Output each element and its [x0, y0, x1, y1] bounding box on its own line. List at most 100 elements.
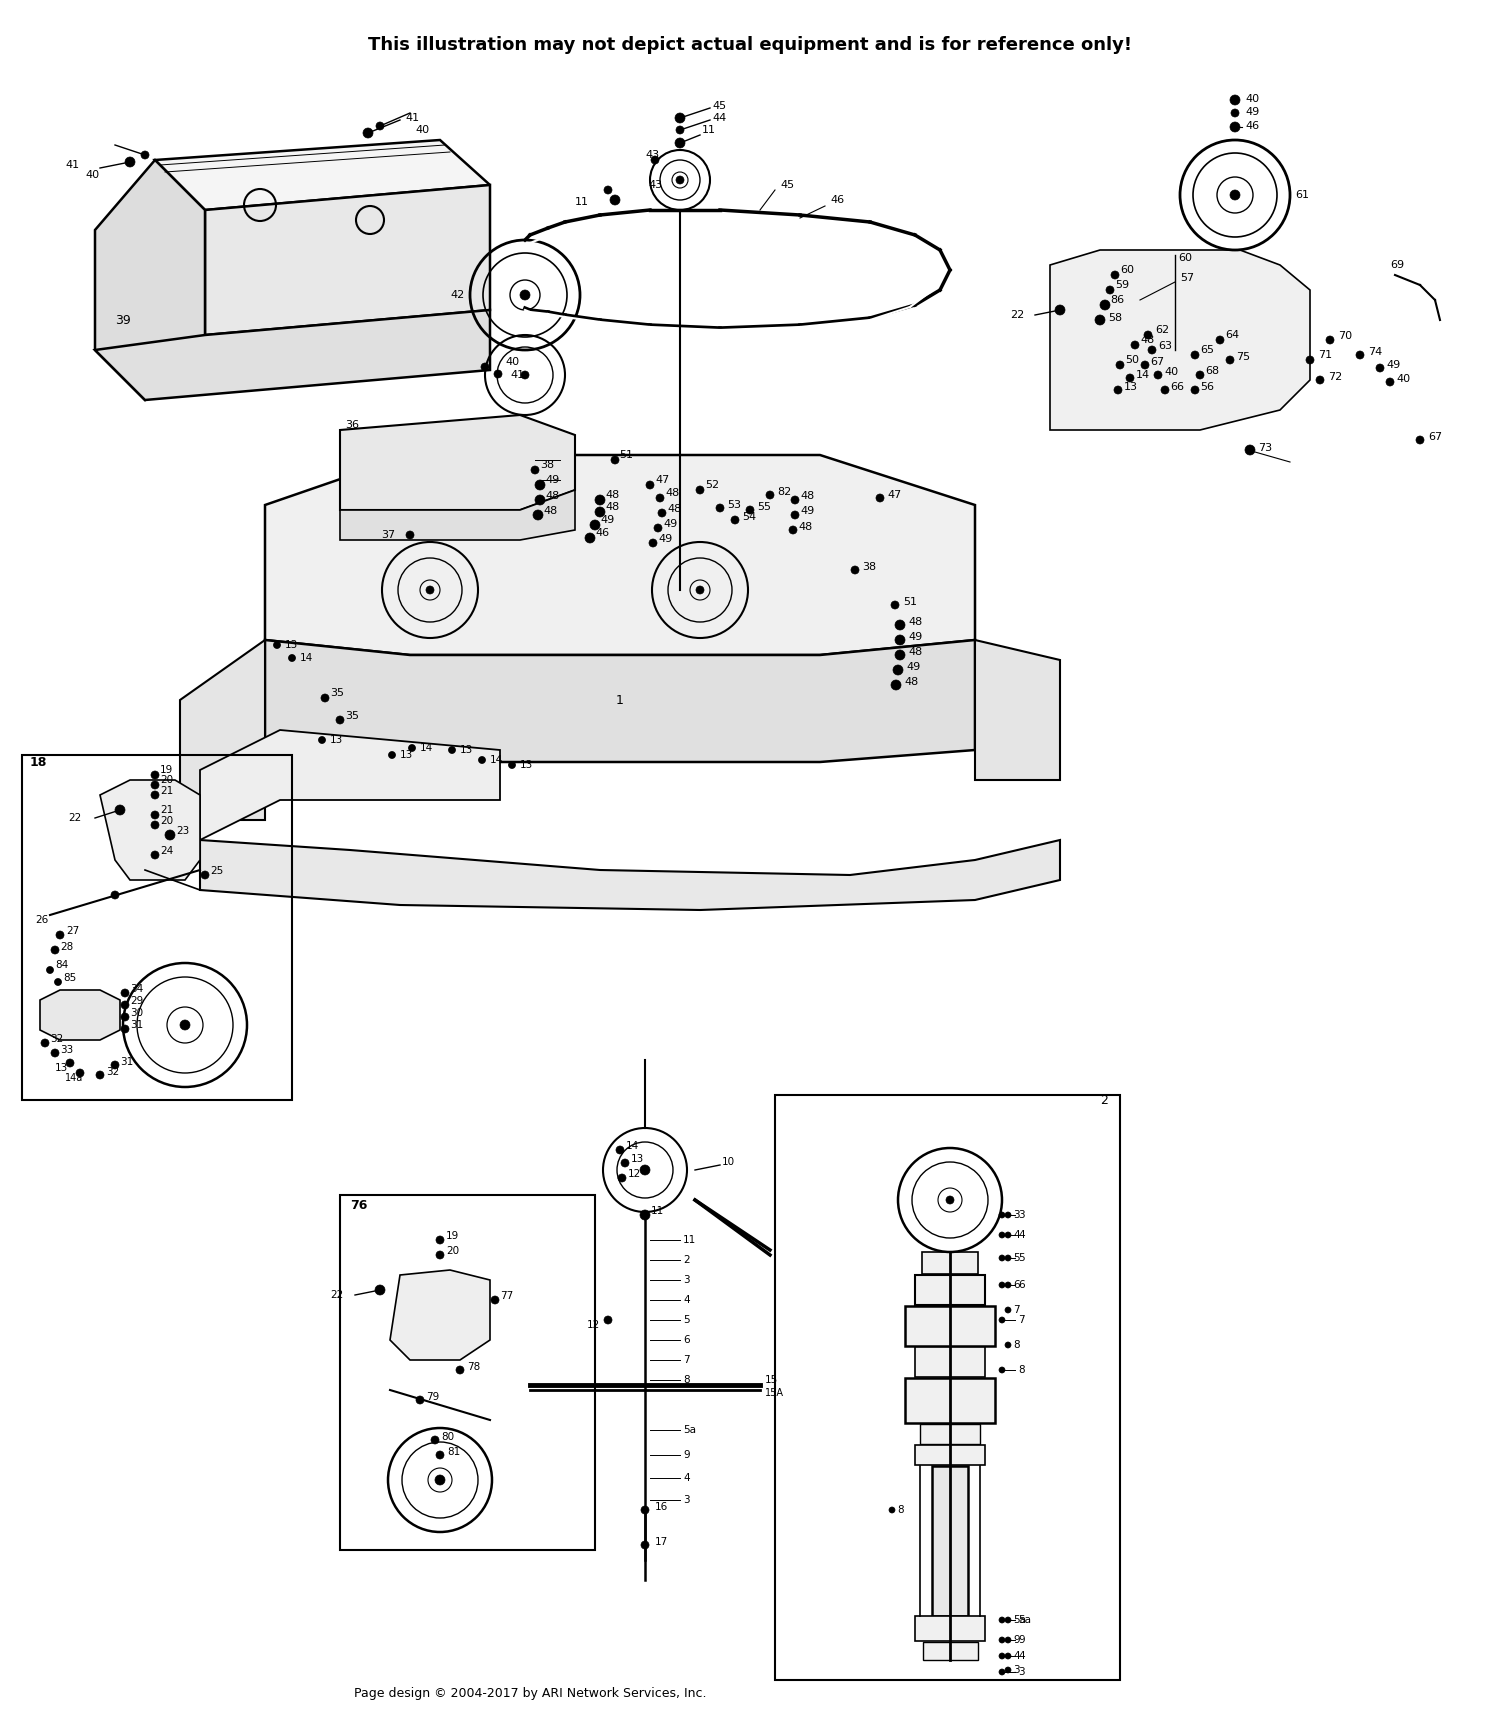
- Text: 1: 1: [616, 694, 624, 706]
- Text: 30: 30: [130, 1008, 142, 1018]
- Text: 11: 11: [574, 197, 590, 207]
- Text: 45: 45: [780, 180, 794, 190]
- Text: 33: 33: [60, 1044, 74, 1055]
- Text: 15: 15: [765, 1376, 778, 1384]
- Circle shape: [999, 1317, 1005, 1324]
- Circle shape: [850, 566, 859, 575]
- Circle shape: [416, 1396, 424, 1403]
- Text: 64: 64: [1226, 330, 1239, 340]
- Circle shape: [456, 1365, 464, 1374]
- Text: 14: 14: [300, 652, 313, 663]
- Text: 34: 34: [130, 984, 144, 994]
- Circle shape: [640, 1165, 650, 1175]
- Text: 48: 48: [1140, 335, 1155, 345]
- Text: 48: 48: [908, 647, 922, 658]
- Text: 72: 72: [1328, 373, 1342, 381]
- Text: 4: 4: [1019, 1231, 1025, 1239]
- Circle shape: [1306, 356, 1314, 364]
- Circle shape: [141, 150, 148, 159]
- Bar: [340, 1194, 596, 1550]
- Text: 16: 16: [656, 1502, 669, 1512]
- Circle shape: [999, 1282, 1005, 1288]
- Circle shape: [122, 1013, 129, 1022]
- Polygon shape: [340, 414, 574, 509]
- Text: 20: 20: [160, 816, 172, 827]
- Circle shape: [1106, 287, 1114, 293]
- Text: 48: 48: [908, 616, 922, 627]
- Text: 3: 3: [1019, 1210, 1025, 1220]
- Circle shape: [876, 494, 884, 502]
- Circle shape: [536, 495, 544, 506]
- Circle shape: [604, 1315, 612, 1324]
- Text: 4: 4: [682, 1472, 690, 1483]
- Circle shape: [448, 747, 456, 754]
- Circle shape: [1191, 350, 1198, 359]
- Text: 24: 24: [160, 846, 172, 856]
- Text: 7: 7: [682, 1355, 690, 1365]
- Text: 5: 5: [1019, 1253, 1025, 1263]
- Circle shape: [520, 290, 530, 300]
- Text: 79: 79: [426, 1391, 439, 1402]
- Circle shape: [1386, 378, 1394, 387]
- Text: 14: 14: [420, 742, 434, 753]
- Bar: [920, 1424, 980, 1445]
- Text: 6: 6: [682, 1334, 690, 1345]
- Text: 31: 31: [120, 1056, 134, 1067]
- Text: 51: 51: [620, 450, 633, 461]
- Text: 10: 10: [722, 1156, 735, 1167]
- Text: 46: 46: [596, 528, 609, 539]
- Text: 41: 41: [64, 161, 80, 169]
- Text: This illustration may not depict actual equipment and is for reference only!: This illustration may not depict actual …: [368, 36, 1132, 54]
- Circle shape: [152, 791, 159, 799]
- Text: 7: 7: [1019, 1315, 1025, 1326]
- Text: 46: 46: [1245, 121, 1258, 131]
- Text: 3: 3: [1019, 1667, 1025, 1678]
- Circle shape: [1005, 1255, 1011, 1262]
- Circle shape: [318, 737, 326, 744]
- Bar: [922, 1641, 978, 1660]
- Circle shape: [1230, 190, 1240, 200]
- Bar: [22, 754, 292, 1099]
- Circle shape: [1316, 376, 1324, 383]
- Text: 12: 12: [586, 1320, 600, 1331]
- Polygon shape: [200, 841, 1060, 910]
- Text: 19: 19: [160, 765, 172, 775]
- Text: 2: 2: [682, 1255, 690, 1265]
- Text: 52: 52: [705, 480, 718, 490]
- Text: 9: 9: [682, 1450, 690, 1460]
- Circle shape: [1005, 1232, 1011, 1238]
- Text: 68: 68: [1204, 366, 1219, 376]
- Circle shape: [152, 822, 159, 828]
- Text: 35: 35: [345, 711, 358, 721]
- Text: 9: 9: [1013, 1635, 1020, 1645]
- Circle shape: [532, 509, 543, 520]
- Circle shape: [651, 155, 658, 164]
- Circle shape: [1226, 356, 1234, 364]
- Circle shape: [654, 525, 662, 532]
- Circle shape: [1245, 445, 1256, 456]
- Text: 40: 40: [416, 124, 429, 135]
- Text: 29: 29: [130, 996, 144, 1006]
- Text: 47: 47: [656, 475, 669, 485]
- Text: 13: 13: [285, 640, 298, 651]
- Circle shape: [1376, 364, 1384, 373]
- Circle shape: [596, 495, 604, 506]
- Text: 22: 22: [68, 813, 81, 823]
- Text: 39: 39: [116, 314, 130, 326]
- Circle shape: [1114, 387, 1122, 394]
- Circle shape: [436, 1236, 444, 1244]
- Circle shape: [640, 1541, 650, 1548]
- Circle shape: [436, 1251, 444, 1258]
- Text: 43: 43: [645, 150, 658, 161]
- Circle shape: [610, 456, 620, 464]
- Circle shape: [426, 587, 433, 594]
- Circle shape: [1232, 109, 1239, 117]
- Text: 11: 11: [682, 1236, 696, 1244]
- Text: 58: 58: [1108, 312, 1122, 323]
- Circle shape: [790, 495, 800, 504]
- Text: 37: 37: [381, 530, 394, 540]
- Circle shape: [999, 1617, 1005, 1622]
- Text: 6: 6: [1019, 1281, 1025, 1289]
- Circle shape: [1095, 316, 1106, 324]
- Text: 11: 11: [702, 124, 715, 135]
